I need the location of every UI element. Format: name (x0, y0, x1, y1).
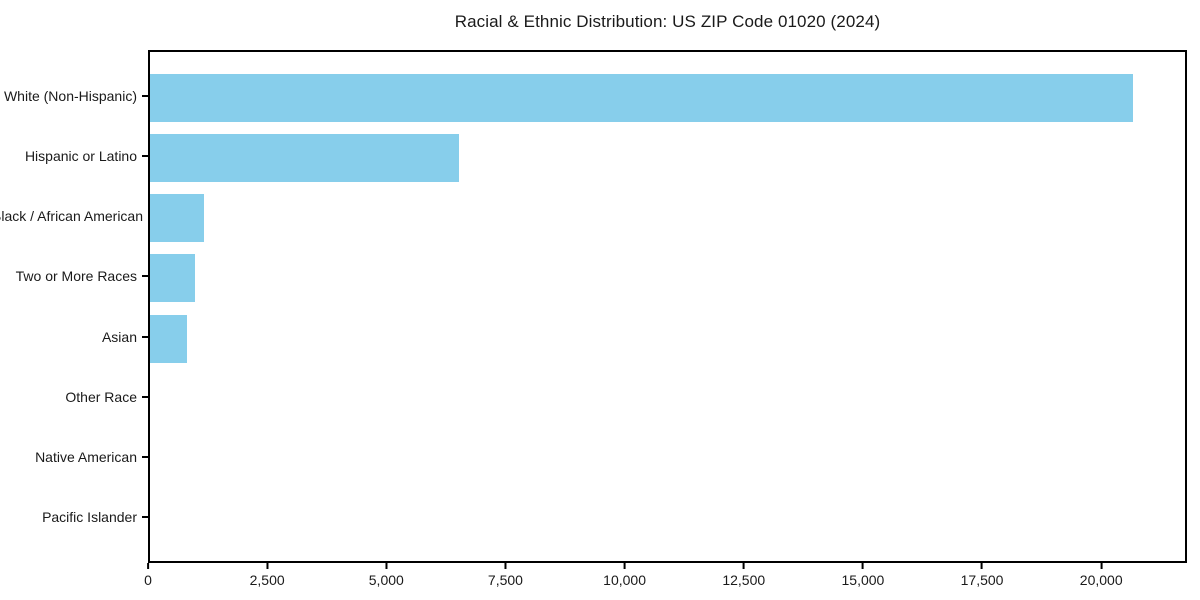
x-tick-2500: 2,500 (250, 563, 285, 588)
bar-white-non-hispanic (150, 74, 1133, 123)
category-label-asian: Asian (101, 328, 137, 345)
x-tick-17500: 17,500 (960, 563, 1004, 588)
y-label-row-hispanic-or-latino: Hispanic or Latino (0, 126, 148, 186)
x-tick-mark (504, 563, 507, 569)
y-label-row-other-race: Other Race (0, 367, 148, 427)
x-tick-12500: 12,500 (722, 563, 765, 588)
bar-hispanic-or-latino (150, 134, 459, 183)
bar-row-two-or-more-races (150, 248, 1185, 308)
y-label-row-white-non-hispanic: White (Non-Hispanic) (0, 66, 148, 126)
category-label-pacific-islander: Pacific Islander (42, 508, 137, 525)
y-label-row-asian: Asian (0, 307, 148, 367)
x-tick-7500: 7,500 (488, 563, 523, 588)
y-axis-labels: White (Non-Hispanic) Hispanic or Latino Bl… (0, 66, 148, 547)
x-tick-mark (861, 563, 864, 569)
x-tick-mark (623, 563, 626, 569)
x-tick-label: 17,500 (960, 572, 1004, 588)
x-tick-15000: 15,000 (841, 563, 884, 588)
y-label-row-two-or-more-races: Two or More Races (0, 246, 148, 306)
category-label-two-or-more-races: Two or More Races (15, 268, 137, 285)
bar-row-pacific-islander (150, 489, 1185, 549)
x-tick-label: 20,000 (1079, 572, 1123, 588)
x-tick-10000: 10,000 (603, 563, 646, 588)
category-label-white-non-hispanic: White (Non-Hispanic) (3, 88, 137, 105)
y-tick-mark (142, 95, 148, 98)
x-tick-0: 0 (144, 563, 152, 588)
y-tick-mark (142, 455, 148, 458)
bar-row-native-american (150, 429, 1185, 489)
y-label-row-pacific-islander: Pacific Islander (0, 487, 148, 547)
x-tick-label: 0 (144, 572, 152, 588)
x-tick-label: 10,000 (603, 572, 647, 588)
x-tick-mark (1100, 563, 1103, 569)
x-tick-mark (266, 563, 269, 569)
x-tick-mark (385, 563, 388, 569)
chart-title: Racial & Ethnic Distribution: US ZIP Cod… (454, 12, 881, 31)
category-label-native-american: Native American (35, 448, 137, 465)
bar-row-white-non-hispanic (150, 68, 1185, 128)
bar-asian (150, 314, 187, 363)
y-tick-mark (142, 275, 148, 278)
x-tick-label: 15,000 (841, 572, 885, 588)
bar-row-other-race (150, 369, 1185, 429)
category-label-hispanic-or-latino: Hispanic or Latino (24, 148, 137, 165)
y-tick-mark (142, 515, 148, 518)
y-label-row-black-african-american: Black / African American (0, 186, 148, 246)
x-tick-label: 7,500 (487, 572, 523, 588)
x-tick-mark (742, 563, 745, 569)
bar-two-or-more-races (150, 254, 196, 303)
y-tick-mark (142, 335, 148, 338)
bar-row-black-african-american (150, 188, 1185, 248)
bar-rows (150, 68, 1185, 549)
y-tick-mark (142, 155, 148, 158)
x-axis-ticks: 0 2,500 5,000 7,500 10,000 12,500 15,000 17,500… (144, 563, 1187, 593)
bar-row-asian (150, 309, 1185, 369)
x-tick-mark (981, 563, 984, 569)
bar-row-hispanic-or-latino (150, 128, 1185, 188)
y-tick-mark (142, 395, 148, 398)
category-label-black-african-american: Black / African American (0, 208, 143, 225)
x-tick-20000: 20,000 (1080, 563, 1123, 588)
bar-black-african-american (150, 194, 205, 243)
x-tick-mark (146, 563, 149, 569)
x-tick-label: 2,500 (249, 572, 285, 588)
category-label-other-race: Other Race (65, 388, 137, 405)
plot-area (148, 50, 1187, 563)
x-tick-label: 5,000 (368, 572, 404, 588)
x-tick-5000: 5,000 (369, 563, 404, 588)
y-label-row-native-american: Native American (0, 427, 148, 487)
x-tick-label: 12,500 (722, 572, 766, 588)
